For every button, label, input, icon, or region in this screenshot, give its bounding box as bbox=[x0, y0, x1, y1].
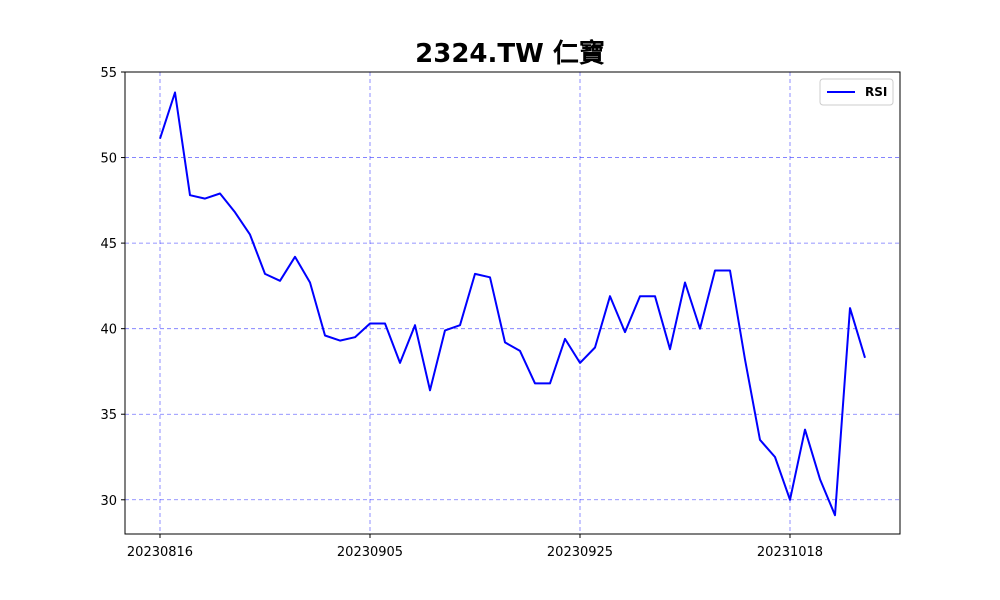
data-point-rsi bbox=[534, 382, 536, 384]
data-point-rsi bbox=[564, 338, 566, 340]
x-tick-label: 20230925 bbox=[547, 545, 613, 560]
data-point-rsi bbox=[354, 336, 356, 338]
data-point-rsi bbox=[249, 234, 251, 236]
legend-box bbox=[819, 78, 894, 106]
data-point-rsi bbox=[189, 194, 191, 196]
data-point-rsi bbox=[594, 346, 596, 348]
data-point-rsi bbox=[474, 273, 476, 275]
data-point-rsi bbox=[744, 358, 746, 360]
data-point-rsi bbox=[654, 295, 656, 297]
data-point-rsi bbox=[429, 389, 431, 391]
data-point-rsi bbox=[834, 514, 836, 516]
data-point-rsi bbox=[804, 429, 806, 431]
data-point-rsi bbox=[174, 92, 176, 94]
x-tick-label: 20230816 bbox=[127, 545, 193, 560]
data-point-rsi bbox=[729, 269, 731, 271]
data-point-rsi bbox=[774, 456, 776, 458]
data-point-rsi bbox=[639, 295, 641, 297]
data-point-rsi bbox=[324, 335, 326, 337]
data-point-rsi bbox=[219, 192, 221, 194]
plot-area-frame bbox=[124, 71, 901, 535]
data-point-rsi bbox=[714, 269, 716, 271]
x-tick-label: 20231018 bbox=[757, 545, 823, 560]
data-point-rsi bbox=[864, 357, 866, 359]
series-layer bbox=[159, 91, 866, 517]
legend-label-rsi: RSI bbox=[865, 85, 887, 99]
data-point-rsi bbox=[234, 211, 236, 213]
data-point-rsi bbox=[414, 324, 416, 326]
data-point-rsi bbox=[699, 328, 701, 330]
data-point-rsi bbox=[159, 138, 161, 140]
data-point-rsi bbox=[444, 329, 446, 331]
data-point-rsi bbox=[549, 382, 551, 384]
y-tick-label: 40 bbox=[100, 323, 117, 338]
data-point-rsi bbox=[369, 323, 371, 325]
data-point-rsi bbox=[504, 341, 506, 343]
data-point-rsi bbox=[399, 362, 401, 364]
grid-lines bbox=[125, 71, 900, 534]
y-axis: 30 35 40 45 50 55 bbox=[100, 66, 125, 509]
data-point-rsi bbox=[489, 276, 491, 278]
data-point-rsi bbox=[384, 323, 386, 325]
legend: RSI bbox=[819, 78, 894, 106]
data-point-rsi bbox=[759, 439, 761, 441]
y-tick-label: 45 bbox=[100, 237, 117, 252]
data-point-rsi bbox=[789, 499, 791, 501]
data-point-rsi bbox=[264, 273, 266, 275]
data-point-rsi bbox=[669, 348, 671, 350]
data-point-rsi bbox=[849, 307, 851, 309]
x-axis: 20230816 20230905 20230925 20231018 bbox=[127, 534, 823, 560]
x-tick-label: 20230905 bbox=[337, 545, 403, 560]
data-point-rsi bbox=[684, 281, 686, 283]
data-point-rsi bbox=[819, 478, 821, 480]
data-point-rsi bbox=[294, 256, 296, 258]
data-point-rsi bbox=[339, 340, 341, 342]
series-line-rsi bbox=[159, 91, 866, 517]
data-point-rsi bbox=[579, 362, 581, 364]
data-point-rsi bbox=[459, 324, 461, 326]
y-tick-label: 50 bbox=[100, 152, 117, 167]
data-point-rsi bbox=[624, 331, 626, 333]
y-tick-label: 55 bbox=[100, 66, 117, 81]
y-tick-label: 30 bbox=[100, 494, 117, 509]
y-tick-label: 35 bbox=[100, 408, 117, 423]
data-point-rsi bbox=[204, 198, 206, 200]
data-point-rsi bbox=[309, 281, 311, 283]
data-point-rsi bbox=[279, 280, 281, 282]
chart-title: 2324.TW 仁寶 bbox=[415, 38, 605, 69]
data-point-rsi bbox=[519, 350, 521, 352]
data-point-rsi bbox=[609, 295, 611, 297]
